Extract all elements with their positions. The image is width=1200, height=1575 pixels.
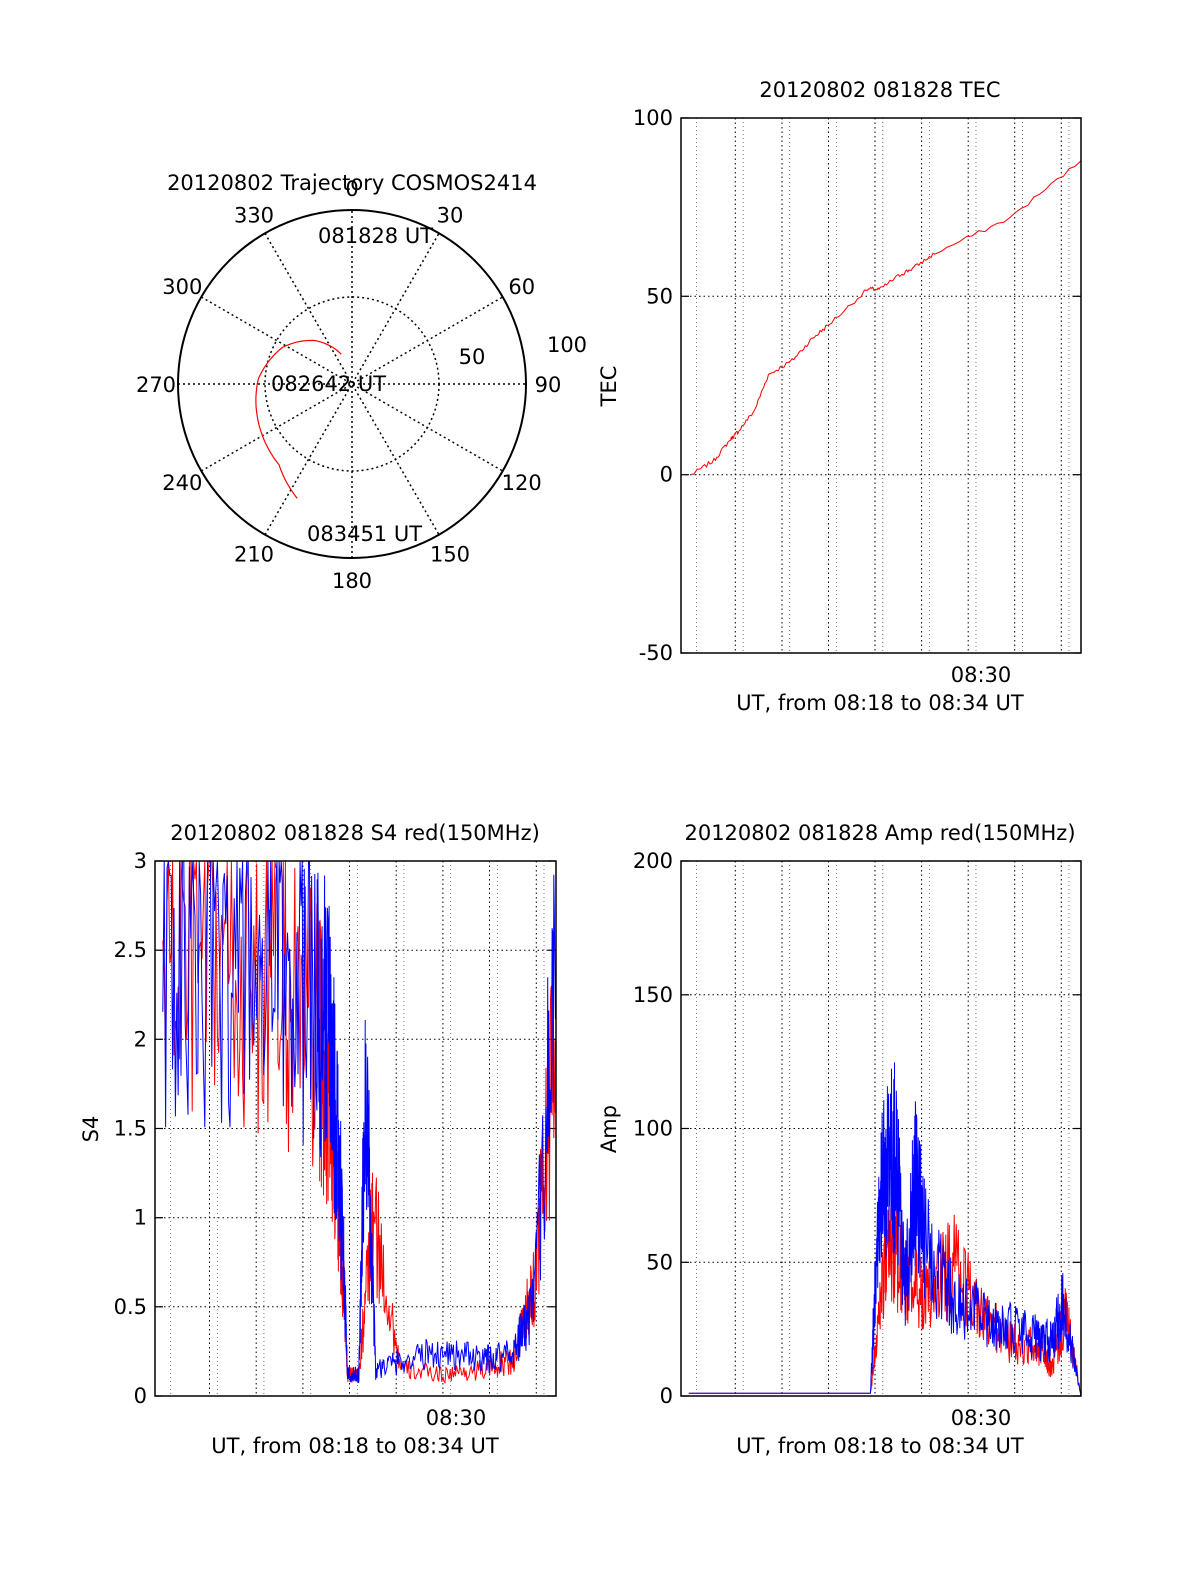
tec-title: 20120802 081828 TEC bbox=[759, 78, 1000, 102]
amp-series-group bbox=[688, 1062, 1082, 1397]
tec-y-tick-label: 0 bbox=[660, 463, 673, 487]
amp-x-tick-label: 08:30 bbox=[951, 1406, 1012, 1430]
amp-y-tick-label: 150 bbox=[633, 983, 673, 1007]
tec-y-label: TEC bbox=[597, 366, 621, 408]
polar-azimuth-label: 180 bbox=[332, 569, 372, 593]
tec-y-tick-label: 50 bbox=[646, 284, 673, 308]
polar-outer-ring bbox=[177, 209, 527, 559]
tec-frame bbox=[680, 117, 1082, 654]
amp-frame bbox=[680, 860, 1082, 1397]
s4-y-label: S4 bbox=[79, 1116, 103, 1143]
s4-series-line bbox=[162, 860, 557, 1384]
s4-x-label: UT, from 08:18 to 08:34 UT bbox=[211, 1434, 499, 1458]
tec-y-tick-label: 100 bbox=[633, 106, 673, 130]
polar-azimuth-label: 330 bbox=[234, 203, 274, 227]
amp-y-tick-label: 50 bbox=[646, 1250, 673, 1274]
amp-y-tick-label: 200 bbox=[633, 849, 673, 873]
amp-series-line bbox=[688, 1203, 1082, 1397]
tec-grid bbox=[681, 117, 1081, 654]
tec-y-ticks: -50 0 50 100 bbox=[633, 106, 1081, 665]
s4-panel: 20120802 081828 S4 red(150MHz) 0 0.5 1 1.5 2… bbox=[79, 821, 557, 1458]
s4-x-tick-label: 08:30 bbox=[426, 1406, 487, 1430]
s4-y-ticks: 0 0.5 1 1.5 2 2.5 3 bbox=[114, 849, 556, 1408]
polar-spoke-150 bbox=[264, 232, 440, 536]
amp-title: 20120802 081828 Amp red(150MHz) bbox=[684, 821, 1075, 845]
polar-azimuth-label: 120 bbox=[502, 471, 542, 495]
polar-spoke-60 bbox=[200, 296, 504, 472]
polar-spoke-120 bbox=[200, 296, 504, 472]
tec-series-group bbox=[691, 160, 1082, 475]
s4-frame bbox=[154, 860, 557, 1397]
polar-azimuth-label: 240 bbox=[162, 471, 202, 495]
s4-y-tick-label: 0 bbox=[134, 1384, 147, 1408]
s4-y-tick-label: 2.5 bbox=[114, 938, 147, 962]
s4-series-group bbox=[162, 860, 557, 1384]
polar-start-label: 081828 UT bbox=[318, 224, 433, 248]
polar-azimuth-label: 300 bbox=[162, 275, 202, 299]
tec-series-line bbox=[691, 160, 1082, 475]
polar-trajectory-series bbox=[255, 339, 342, 499]
polar-azimuth-label: 0 bbox=[345, 177, 358, 201]
polar-end-label: 083451 UT bbox=[307, 522, 422, 546]
polar-azimuth-label: 60 bbox=[508, 275, 535, 299]
polar-azimuth-labels: 0 30 60 90 120 150 180 210 240 270 300 330 bbox=[136, 177, 561, 593]
amp-series-line bbox=[688, 1062, 1082, 1397]
trajectory-polar-panel: 20120802 Trajectory COSMOS2414 0 30 60 90 12… bbox=[136, 171, 587, 593]
tec-x-label: UT, from 08:18 to 08:34 UT bbox=[736, 691, 1024, 715]
s4-y-tick-label: 2 bbox=[134, 1027, 147, 1051]
amp-panel: 20120802 081828 Amp red(150MHz) 0 50 100 15… bbox=[597, 821, 1082, 1458]
amp-x-label: UT, from 08:18 to 08:34 UT bbox=[736, 1434, 1024, 1458]
polar-title: 20120802 Trajectory COSMOS2414 bbox=[167, 171, 537, 195]
polar-azimuth-label: 90 bbox=[535, 373, 562, 397]
s4-title: 20120802 081828 S4 red(150MHz) bbox=[170, 821, 540, 845]
s4-y-tick-label: 3 bbox=[134, 849, 147, 873]
amp-y-tick-label: 100 bbox=[633, 1117, 673, 1141]
polar-radial-label-50: 50 bbox=[459, 345, 486, 369]
polar-grid bbox=[178, 210, 526, 558]
amp-grid bbox=[681, 860, 1081, 1397]
amp-y-tick-label: 0 bbox=[660, 1384, 673, 1408]
polar-radial-label-100: 100 bbox=[547, 333, 587, 357]
polar-spoke-30 bbox=[264, 232, 440, 536]
polar-azimuth-label: 150 bbox=[430, 543, 470, 567]
tec-x-tick-label: 08:30 bbox=[951, 663, 1012, 687]
polar-mid-label: 082642 UT bbox=[271, 372, 386, 396]
s4-y-tick-label: 1.5 bbox=[114, 1117, 147, 1141]
amp-y-label: Amp bbox=[597, 1105, 621, 1153]
polar-azimuth-label: 210 bbox=[234, 543, 274, 567]
s4-y-tick-label: 1 bbox=[134, 1206, 147, 1230]
tec-y-tick-label: -50 bbox=[639, 641, 673, 665]
polar-azimuth-label: 30 bbox=[437, 203, 464, 227]
polar-azimuth-label: 270 bbox=[136, 373, 176, 397]
s4-y-tick-label: 0.5 bbox=[114, 1295, 147, 1319]
